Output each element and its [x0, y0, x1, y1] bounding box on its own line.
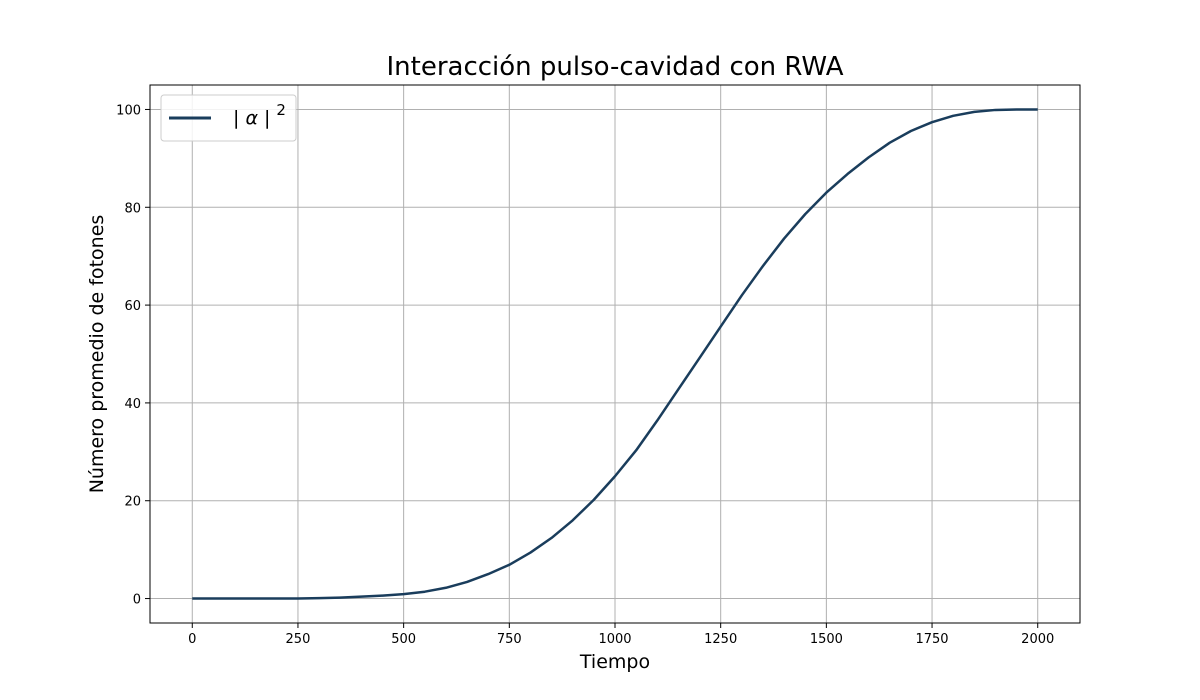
y-tick-label: 80	[124, 201, 141, 216]
x-tick-label: 0	[188, 632, 196, 647]
legend-box	[160, 94, 297, 142]
x-tick-label: 750	[497, 632, 522, 647]
x-axis-ticks: 0 250 500 750 1000 1250 1500 1750 2000	[188, 623, 1054, 647]
x-tick-label: 1250	[704, 632, 737, 647]
x-tick-label: 2000	[1021, 632, 1054, 647]
y-axis-label: Número promedio de fotones	[86, 215, 108, 494]
y-tick-label: 0	[133, 593, 141, 608]
legend-entry-label: | α | 2	[233, 101, 286, 129]
y-tick-label: 20	[124, 495, 141, 510]
legend-entry-exponent: 2	[276, 101, 286, 119]
chart-title: Interacción pulso-cavidad con RWA	[386, 52, 843, 82]
series-line-alpha-squared	[192, 108, 1038, 600]
legend-entry-base: | α |	[233, 107, 270, 129]
y-tick-label: 100	[116, 103, 141, 118]
x-axis-label: Tiempo	[579, 651, 650, 673]
x-tick-label: 500	[391, 632, 416, 647]
plot-series	[192, 108, 1038, 600]
y-axis-ticks: 0 20 40 60 80 100	[116, 103, 150, 608]
x-tick-label: 1000	[598, 632, 631, 647]
x-tick-label: 250	[286, 632, 311, 647]
x-tick-label: 1750	[915, 632, 948, 647]
legend: | α | 2	[160, 94, 297, 142]
x-tick-label: 1500	[810, 632, 843, 647]
y-tick-label: 40	[124, 397, 141, 412]
grid-lines	[150, 85, 1080, 623]
y-tick-label: 60	[124, 299, 141, 314]
